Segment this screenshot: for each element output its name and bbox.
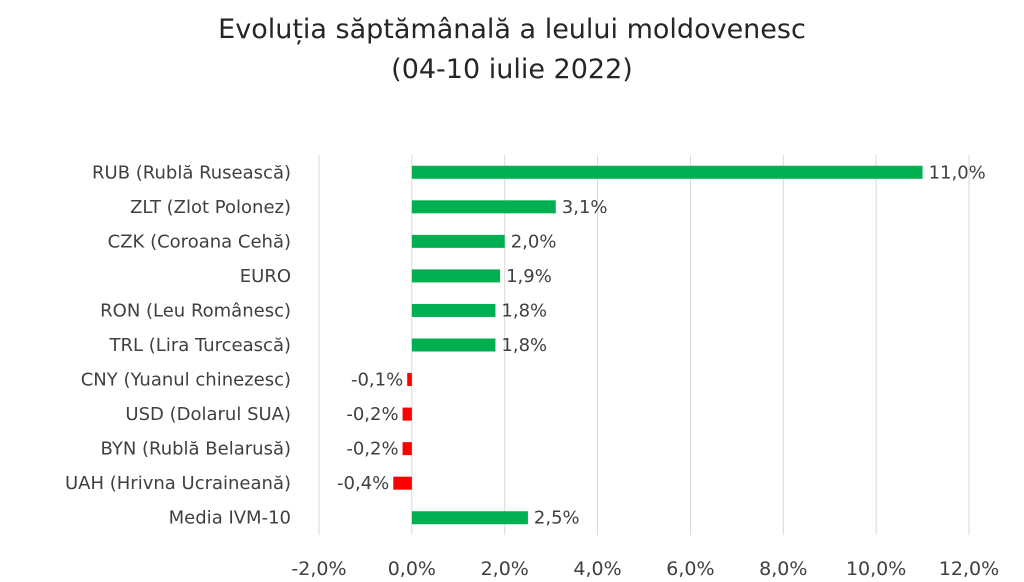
category-labels: RUB (Rublă Rusească) ZLT (Zlot Polonez) CZ…	[65, 162, 291, 528]
data-label: 2,5%	[534, 508, 580, 529]
category-label: RUB (Rublă Rusească)	[92, 162, 291, 183]
data-label: 2,0%	[511, 231, 557, 252]
category-label: UAH (Hrivna Ucraineană)	[65, 473, 291, 494]
data-label: -0,1%	[351, 370, 403, 391]
category-label: Media IVM-10	[169, 508, 291, 529]
gridlines	[318, 155, 970, 535]
x-tick-label: 10,0%	[846, 558, 906, 580]
category-label: USD (Dolarul SUA)	[125, 404, 291, 425]
category-label: EURO	[240, 266, 291, 287]
x-tick-label: 6,0%	[666, 558, 714, 580]
bar	[402, 407, 412, 421]
chart-title-block: Evoluția săptămânală a leului moldovenes…	[0, 10, 1024, 90]
bar	[402, 442, 412, 456]
bar	[411, 338, 496, 352]
x-tick-label: 8,0%	[759, 558, 807, 580]
data-label: 1,8%	[501, 300, 547, 321]
data-label: 11,0%	[929, 162, 986, 183]
bar	[393, 476, 412, 490]
bar	[407, 373, 412, 387]
category-label: TRL (Lira Turcească)	[109, 335, 291, 356]
x-tick-label: 0,0%	[388, 558, 436, 580]
x-axis-tick-labels: -2,0% 0,0% 2,0% 4,0% 6,0% 8,0% 10,0% 12,0%	[291, 558, 999, 580]
category-label: CNY (Yuanul chinezesc)	[81, 370, 291, 391]
bar	[411, 303, 496, 317]
bar	[411, 165, 923, 179]
chart-title: Evoluția săptămânală a leului moldovenes…	[218, 14, 806, 45]
chart-subtitle: (04-10 iulie 2022)	[391, 54, 633, 85]
bar	[411, 511, 528, 525]
bar	[411, 234, 505, 248]
data-label: 1,8%	[501, 335, 547, 356]
x-tick-label: 4,0%	[573, 558, 621, 580]
x-tick-label: 2,0%	[481, 558, 529, 580]
x-tick-label: -2,0%	[291, 558, 346, 580]
category-label: RON (Leu Românesc)	[100, 300, 291, 321]
data-label: 3,1%	[562, 197, 608, 218]
data-label: 1,9%	[506, 266, 552, 287]
category-label: CZK (Coroana Cehă)	[108, 231, 291, 252]
data-label: -0,2%	[346, 439, 398, 460]
bar	[411, 200, 556, 214]
bars	[393, 165, 923, 525]
bar	[411, 269, 501, 283]
data-label: -0,4%	[337, 473, 389, 494]
category-label: BYN (Rublă Belarusă)	[100, 439, 291, 460]
x-tick-label: 12,0%	[939, 558, 999, 580]
category-label: ZLT (Zlot Polonez)	[130, 197, 291, 218]
data-labels: 11,0% 3,1%2,0% 1,9% 1,8% 1,8% -0,1% -0,2% -0,2%…	[337, 162, 986, 528]
data-label: -0,2%	[346, 404, 398, 425]
